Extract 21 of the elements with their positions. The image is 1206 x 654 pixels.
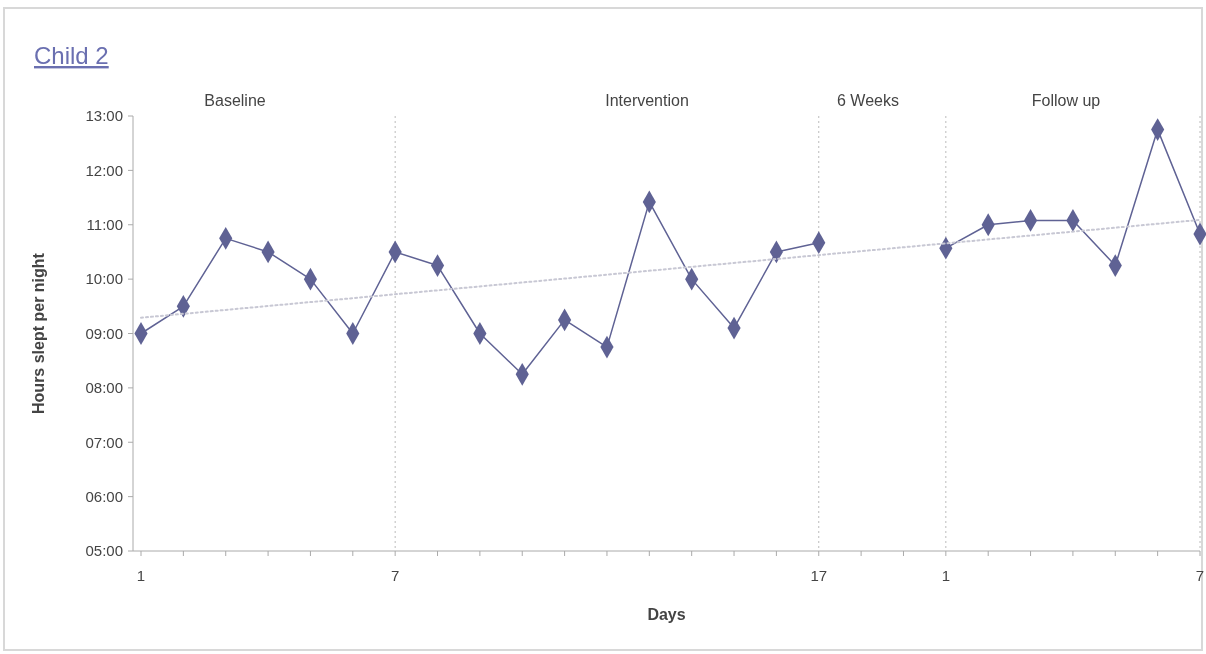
x-tick-label: 1 — [136, 567, 146, 584]
x-tick-label: 7 — [390, 567, 400, 584]
y-tick-label: 13:00 — [85, 107, 123, 125]
y-tick-label: 05:00 — [85, 542, 123, 560]
y-tick-label: 07:00 — [85, 433, 123, 451]
x-tick-label: 7 — [1195, 567, 1205, 584]
x-tick-label: 17 — [810, 567, 828, 584]
chart-title: Child 2 — [34, 42, 109, 69]
y-tick-label: 12:00 — [85, 161, 123, 179]
y-tick-label: 09:00 — [85, 324, 123, 342]
text: Baseline — [204, 92, 266, 109]
x-tick-label: 1 — [941, 567, 951, 584]
y-tick-label: 06:00 — [85, 487, 123, 505]
x-axis-title: Days — [647, 606, 686, 623]
text: 6 Weeks — [837, 92, 899, 109]
y-tick-label: 10:00 — [85, 270, 123, 288]
y-tick-label: 08:00 — [85, 379, 123, 397]
y-axis-title: Hours slept per night — [30, 252, 47, 414]
text: Follow up — [1031, 92, 1101, 109]
text: Intervention — [605, 92, 689, 109]
y-tick-label: 11:00 — [86, 216, 123, 233]
